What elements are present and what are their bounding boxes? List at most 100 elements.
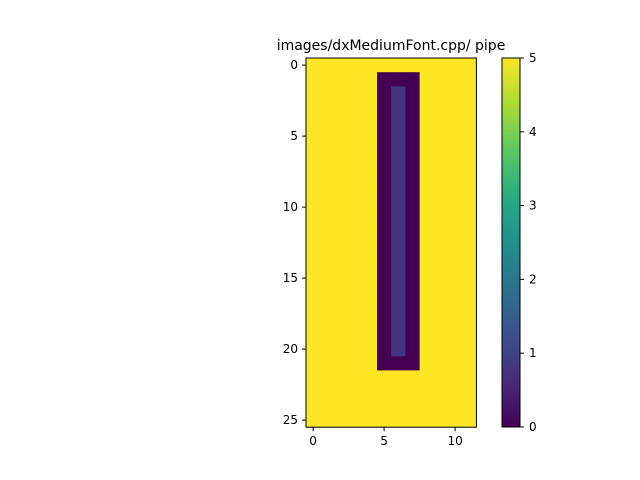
heatmap-cell — [405, 228, 420, 243]
heatmap-cell — [462, 58, 477, 73]
heatmap-cell — [306, 356, 321, 371]
colorbar — [501, 57, 521, 428]
heatmap-cell — [334, 228, 349, 243]
heatmap-cell — [348, 256, 364, 272]
heatmap-cell — [405, 413, 420, 428]
heatmap-cell — [391, 228, 406, 243]
heatmap-cell — [377, 72, 392, 87]
heatmap-cell — [334, 256, 349, 272]
heatmap-cell — [448, 214, 463, 229]
heatmap-cell — [405, 384, 420, 400]
heatmap-cell — [405, 256, 420, 272]
heatmap-cell — [334, 242, 349, 258]
heatmap-cell — [348, 200, 364, 215]
x-axis: 0 5 10 — [309, 427, 463, 448]
heatmap-cell — [306, 214, 321, 229]
heatmap-cell — [433, 327, 449, 343]
heatmap-cell — [334, 271, 349, 286]
y-tick-label: 25 — [283, 413, 298, 427]
heatmap-cell — [306, 256, 321, 272]
colorbar-tick-label: 1 — [529, 346, 537, 360]
heatmap-cell — [334, 100, 349, 116]
heatmap-cell — [362, 157, 378, 172]
heatmap-cell — [448, 72, 463, 87]
heatmap-cell — [377, 342, 392, 357]
heatmap-cell — [462, 327, 477, 343]
heatmap-cells — [306, 58, 477, 428]
heatmap-cell — [320, 342, 335, 357]
heatmap-cell — [405, 342, 420, 357]
heatmap-cell — [391, 171, 406, 187]
heatmap-cell — [419, 413, 435, 428]
heatmap-cell — [462, 129, 477, 144]
heatmap-cell — [377, 129, 392, 144]
heatmap-cell — [377, 228, 392, 243]
y-tick-label: 10 — [283, 200, 298, 214]
heatmap-cell — [362, 299, 378, 314]
heatmap-cell — [419, 271, 435, 286]
heatmap-cell — [306, 157, 321, 172]
heatmap-cell — [306, 327, 321, 343]
heatmap-cell — [391, 129, 406, 144]
heatmap-cell — [448, 242, 463, 258]
heatmap-cell — [433, 342, 449, 357]
x-tick-label: 10 — [447, 434, 462, 448]
heatmap-cell — [448, 171, 463, 187]
heatmap-cell — [362, 242, 378, 258]
heatmap-cell — [405, 100, 420, 116]
heatmap-cell — [334, 413, 349, 428]
heatmap-cell — [391, 143, 406, 158]
heatmap-cell — [306, 114, 321, 130]
heatmap-cell — [377, 171, 392, 187]
heatmap-cell — [419, 313, 435, 329]
heatmap-cell — [419, 256, 435, 272]
plot-frame — [305, 57, 477, 428]
heatmap-cell — [320, 72, 335, 87]
heatmap-cell — [391, 313, 406, 329]
heatmap-cell — [362, 214, 378, 229]
heatmap-cell — [377, 356, 392, 371]
heatmap-cell — [334, 58, 349, 73]
heatmap-cell — [391, 370, 406, 385]
heatmap-cell — [320, 271, 335, 286]
y-tick-label: 5 — [290, 129, 298, 143]
heatmap-cell — [362, 228, 378, 243]
heatmap-cell — [348, 370, 364, 385]
heatmap-cell — [362, 86, 378, 101]
heatmap-cell — [320, 299, 335, 314]
heatmap-cell — [419, 100, 435, 116]
heatmap-cell — [433, 370, 449, 385]
colorbar-tick-label: 2 — [529, 272, 537, 286]
heatmap-cell — [348, 342, 364, 357]
heatmap-cell — [433, 157, 449, 172]
heatmap-cell — [377, 143, 392, 158]
heatmap-cell — [334, 370, 349, 385]
heatmap-cell — [334, 398, 349, 414]
heatmap-cell — [462, 100, 477, 116]
heatmap-cell — [462, 398, 477, 414]
heatmap-cell — [448, 342, 463, 357]
heatmap-cell — [334, 86, 349, 101]
heatmap-cell — [320, 157, 335, 172]
colorbar-tick-label: 3 — [529, 199, 537, 213]
heatmap-cell — [334, 214, 349, 229]
heatmap-cell — [320, 398, 335, 414]
heatmap-cell — [462, 256, 477, 272]
heatmap-cell — [433, 398, 449, 414]
y-tick-label: 0 — [290, 58, 298, 72]
heatmap-cell — [377, 86, 392, 101]
heatmap-cell — [334, 143, 349, 158]
heatmap-cell — [419, 370, 435, 385]
heatmap-cell — [433, 413, 449, 428]
heatmap-cell — [462, 114, 477, 130]
heatmap-cell — [377, 413, 392, 428]
heatmap-cell — [433, 58, 449, 73]
heatmap-cell — [320, 313, 335, 329]
heatmap-cell — [320, 356, 335, 371]
heatmap-cell — [433, 356, 449, 371]
heatmap-cell — [320, 413, 335, 428]
heatmap-cell — [362, 285, 378, 300]
heatmap-cell — [391, 185, 406, 201]
heatmap-cell — [391, 256, 406, 272]
